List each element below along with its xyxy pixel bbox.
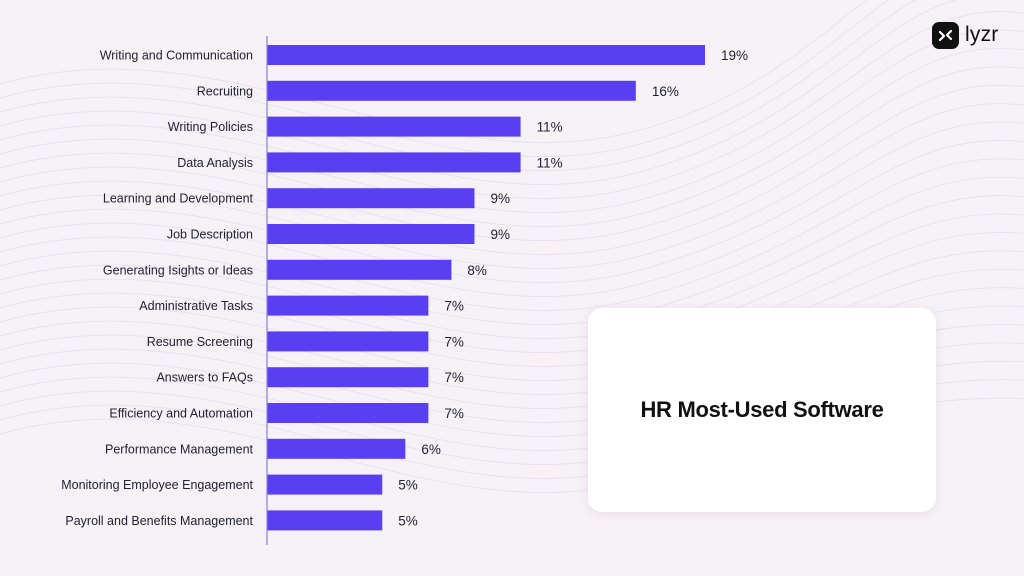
chart-title: HR Most-Used Software (640, 397, 884, 422)
brand-name: lyzr (965, 23, 999, 46)
value-label: 7% (444, 406, 464, 421)
background-wave-line (0, 0, 957, 185)
background-wave-line (0, 0, 890, 157)
background-wave-line (0, 48, 1024, 227)
category-label: Monitoring Employee Engagement (61, 478, 253, 492)
value-label: 8% (467, 263, 487, 278)
background-wave-line (0, 84, 1024, 255)
bars-group (267, 45, 705, 531)
category-label: Data Analysis (177, 156, 253, 170)
background-wave-line (0, 121, 1024, 283)
background-wave-line (0, 0, 867, 143)
category-label: Generating Isights or Ideas (103, 263, 253, 277)
bar (267, 188, 475, 209)
background-wave-line (0, 158, 1024, 311)
value-label: 19% (721, 48, 748, 63)
brand-logo: lyzr (932, 21, 998, 49)
bar (267, 259, 452, 280)
bar (267, 331, 429, 352)
value-label: 11% (537, 155, 563, 170)
bar (267, 224, 475, 244)
value-labels: 19% 16% 11% 11% 9% 9% 8% 7% 7% 7% 7% 6% 5% 5% (398, 48, 748, 528)
category-label: Resume Screening (147, 335, 253, 349)
lyzr-logo-icon (932, 21, 959, 49)
background-wave-line (0, 140, 1024, 297)
background-wave-line (0, 66, 1024, 241)
value-label: 11% (537, 120, 563, 135)
bar (267, 403, 429, 423)
category-label: Payroll and Benefits Management (65, 514, 253, 528)
category-label: Answers to FAQs (156, 371, 253, 385)
background-wave-line (0, 29, 1024, 213)
category-label: Efficiency and Automation (109, 407, 253, 421)
bar (267, 116, 521, 137)
bar (267, 510, 383, 531)
bar (267, 295, 429, 316)
category-label: Writing Policies (168, 120, 253, 134)
value-label: 16% (652, 84, 679, 99)
value-label: 6% (421, 442, 441, 457)
value-label: 9% (490, 191, 510, 206)
value-label: 5% (398, 478, 418, 493)
category-label: Administrative Tasks (139, 299, 253, 313)
bar (267, 367, 429, 388)
value-label: 5% (398, 513, 418, 528)
value-label: 9% (490, 227, 510, 242)
category-label: Learning and Development (103, 192, 254, 206)
background-wave-line (0, 103, 1024, 269)
category-label: Performance Management (105, 442, 254, 456)
category-label: Job Description (167, 228, 253, 242)
background-wave-line (0, 11, 1024, 199)
background-wave-line (0, 0, 916, 171)
bar (267, 80, 636, 101)
value-label: 7% (444, 334, 464, 349)
title-card: HR Most-Used Software (588, 308, 936, 512)
bar (267, 438, 406, 459)
bar (267, 474, 383, 495)
bar (267, 152, 521, 173)
category-labels: Writing and Communication Recruiting Writi… (61, 49, 253, 528)
bar (267, 45, 705, 65)
category-label: Recruiting (197, 84, 253, 98)
value-label: 7% (444, 370, 464, 385)
category-label: Writing and Communication (100, 49, 253, 63)
value-label: 7% (444, 299, 464, 314)
